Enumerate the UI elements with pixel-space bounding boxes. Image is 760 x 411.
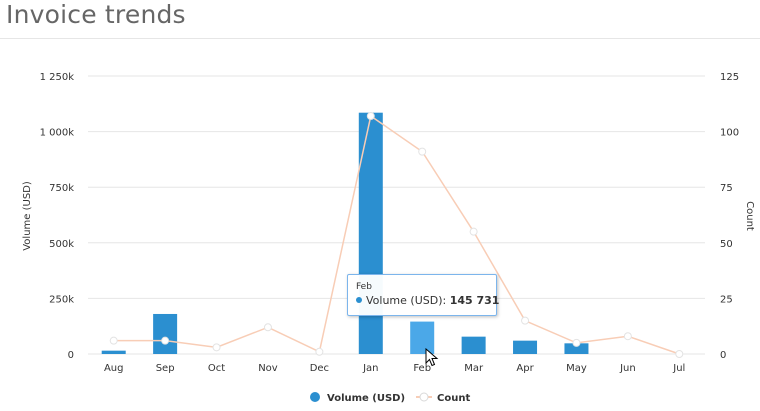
x-tick-label: Mar bbox=[464, 363, 484, 374]
count-series-line bbox=[113, 114, 680, 355]
count-point-aug[interactable] bbox=[109, 336, 118, 345]
right-tick-label: 100 bbox=[720, 128, 739, 139]
count-point-jan[interactable] bbox=[366, 112, 375, 121]
bar-sep[interactable] bbox=[153, 313, 178, 354]
legend-item-volume[interactable]: Volume (USD) bbox=[310, 392, 405, 404]
x-tick-label: Jan bbox=[362, 363, 378, 374]
x-tick-label: Oct bbox=[208, 363, 225, 374]
left-axis-ticks: 0 250k 500k 750k 1 000k 1 250k bbox=[40, 72, 75, 361]
count-point-dec[interactable] bbox=[315, 347, 324, 356]
bar-may[interactable] bbox=[564, 343, 589, 354]
tooltip-label: Volume (USD): bbox=[366, 294, 447, 307]
bar-apr[interactable] bbox=[513, 340, 538, 354]
right-axis-ticks: 0 25 50 75 100 125 bbox=[720, 72, 739, 361]
bar-mar[interactable] bbox=[461, 336, 486, 354]
left-tick-label: 750k bbox=[49, 183, 74, 194]
left-tick-label: 0 bbox=[68, 350, 74, 361]
chart-tooltip: Feb Volume (USD): 145 731 bbox=[347, 274, 499, 316]
count-point-oct[interactable] bbox=[212, 343, 221, 352]
left-tick-label: 500k bbox=[49, 239, 74, 250]
right-axis-title: Count bbox=[744, 201, 755, 231]
title-divider bbox=[0, 38, 760, 39]
legend-volume-label: Volume (USD) bbox=[327, 393, 405, 404]
legend-item-count[interactable]: Count bbox=[416, 392, 470, 404]
left-tick-label: 250k bbox=[49, 294, 74, 305]
tooltip-value: 145 731 bbox=[449, 294, 500, 307]
mouse-cursor-icon bbox=[425, 348, 439, 367]
count-point-feb[interactable] bbox=[418, 147, 427, 156]
right-tick-label: 125 bbox=[720, 72, 739, 83]
x-axis-ticks: Aug Sep Oct Nov Dec Jan Feb Mar Apr May Jun Jul bbox=[104, 363, 685, 374]
count-point-apr[interactable] bbox=[521, 316, 530, 325]
x-tick-label: Apr bbox=[516, 363, 534, 374]
count-point-may[interactable] bbox=[572, 338, 581, 347]
page-title: Invoice trends bbox=[6, 0, 186, 29]
x-tick-label: May bbox=[566, 363, 587, 374]
x-tick-label: Sep bbox=[156, 363, 175, 374]
legend-count-label: Count bbox=[437, 393, 470, 404]
count-point-nov[interactable] bbox=[263, 323, 272, 332]
left-tick-label: 1 250k bbox=[40, 72, 75, 83]
x-tick-label: Jun bbox=[619, 363, 636, 374]
bar-feb[interactable] bbox=[410, 321, 435, 354]
bar-aug[interactable] bbox=[101, 350, 126, 354]
legend-count-marker bbox=[419, 392, 429, 402]
right-tick-label: 50 bbox=[720, 239, 733, 250]
right-tick-label: 0 bbox=[720, 350, 726, 361]
bar-jan[interactable] bbox=[358, 112, 383, 354]
x-tick-label: Aug bbox=[104, 363, 124, 374]
x-tick-label: Dec bbox=[310, 363, 329, 374]
left-tick-label: 1 000k bbox=[40, 128, 75, 139]
x-tick-label: Jul bbox=[672, 363, 685, 374]
left-axis-title: Volume (USD) bbox=[22, 181, 33, 251]
legend: Volume (USD) Count bbox=[310, 392, 470, 404]
count-point-jul[interactable] bbox=[675, 350, 684, 358]
x-tick-label: Nov bbox=[258, 363, 278, 374]
right-tick-label: 25 bbox=[720, 294, 733, 305]
count-line bbox=[109, 112, 684, 358]
gridlines bbox=[88, 75, 705, 355]
tooltip-series-dot bbox=[356, 297, 362, 303]
legend-volume-marker bbox=[310, 392, 320, 402]
x-tick-label: Feb bbox=[413, 363, 431, 374]
count-point-jun[interactable] bbox=[623, 332, 632, 341]
count-point-sep[interactable] bbox=[161, 336, 170, 345]
tooltip-body: Volume (USD): 145 731 bbox=[356, 293, 499, 309]
tooltip-header: Feb bbox=[356, 282, 372, 292]
count-point-mar[interactable] bbox=[469, 227, 478, 236]
right-tick-label: 75 bbox=[720, 183, 733, 194]
